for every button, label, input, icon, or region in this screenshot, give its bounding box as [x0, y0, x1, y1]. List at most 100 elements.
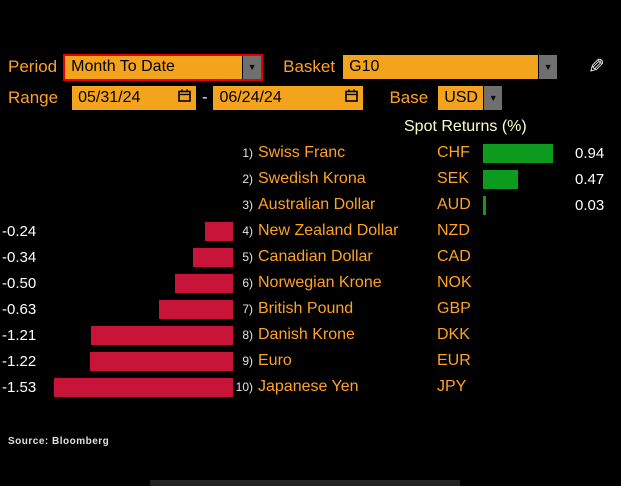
chart-row: 2) Swedish Krona SEK 0.47: [0, 166, 621, 192]
negative-bar: [90, 351, 233, 371]
bottom-edge-bar: [150, 480, 460, 486]
currency-name: Swiss Franc: [258, 144, 346, 161]
currency-name: Norwegian Krone: [258, 274, 382, 291]
chart-row: -0.63 7) British Pound GBP: [0, 296, 621, 322]
chart-title: Spot Returns (%): [404, 118, 527, 135]
positive-bar: [483, 143, 553, 163]
currency-name: Canadian Dollar: [258, 248, 373, 265]
chart-row: -0.34 5) Canadian Dollar CAD: [0, 244, 621, 270]
positive-bar-area: [483, 195, 575, 215]
currency-name: New Zealand Dollar: [258, 222, 399, 239]
currency-name-cell: 2) Swedish Krona: [233, 170, 437, 188]
negative-bar: [204, 221, 233, 241]
currency-name-cell: 5) Canadian Dollar: [233, 248, 437, 266]
row-number: 5): [242, 250, 253, 264]
chevron-down-icon[interactable]: ▼: [538, 55, 558, 79]
currency-name-cell: 7) British Pound: [233, 300, 437, 318]
negative-value-label: -0.34: [2, 248, 37, 266]
toolbar-row-2: Range 05/31/24 - 06/24/24: [0, 86, 621, 110]
chart-row: -1.22 9) Euro EUR: [0, 348, 621, 374]
currency-name: British Pound: [258, 300, 354, 317]
positive-bar-area: [483, 143, 575, 163]
basket-dropdown[interactable]: G10 ▼: [343, 55, 558, 79]
currency-name: Danish Krone: [258, 326, 355, 343]
chart-row: -0.50 6) Norwegian Krone NOK: [0, 270, 621, 296]
currency-name-cell: 6) Norwegian Krone: [233, 274, 437, 292]
base-value: USD: [444, 89, 478, 106]
negative-bar-area: [46, 221, 233, 241]
negative-bar: [193, 247, 233, 267]
currency-name-cell: 1) Swiss Franc: [233, 144, 437, 162]
currency-code: NOK: [437, 274, 472, 291]
positive-value-label: 0.03: [575, 196, 605, 214]
positive-bar: [483, 169, 518, 189]
negative-bar: [54, 377, 233, 397]
chevron-down-icon[interactable]: ▼: [483, 86, 503, 110]
negative-value-label: -1.53: [2, 378, 37, 396]
currency-code: DKK: [437, 326, 470, 343]
currency-code: EUR: [437, 352, 471, 369]
negative-value-label: -0.63: [2, 300, 37, 318]
currency-code: NZD: [437, 222, 470, 239]
basket-value: G10: [349, 58, 380, 75]
negative-bar-area: [46, 325, 233, 345]
row-number: 2): [242, 172, 253, 186]
row-number: 10): [235, 380, 253, 394]
chart-row: -1.21 8) Danish Krone DKK: [0, 322, 621, 348]
period-dropdown[interactable]: Month To Date ▼: [63, 53, 264, 81]
currency-name-cell: 10) Japanese Yen: [233, 378, 437, 396]
range-end-value: 06/24/24: [219, 89, 282, 106]
row-number: 8): [242, 328, 253, 342]
toolbar-row-1: Period Month To Date ▼ Basket G10 ▼ ✎: [0, 52, 621, 82]
currency-code: CHF: [437, 144, 470, 161]
currency-name: Australian Dollar: [258, 196, 376, 213]
edit-pencil-icon[interactable]: ✎: [588, 56, 605, 78]
row-number: 3): [242, 198, 253, 212]
range-start-input[interactable]: 05/31/24: [72, 86, 197, 110]
negative-bar-area: [46, 299, 233, 319]
positive-value-label: 0.47: [575, 170, 605, 188]
period-value: Month To Date: [71, 58, 175, 75]
currency-name: Swedish Krona: [258, 170, 366, 187]
negative-bar-area: [46, 377, 233, 397]
currency-name-cell: 8) Danish Krone: [233, 326, 437, 344]
currency-code: GBP: [437, 300, 471, 317]
calendar-icon[interactable]: [178, 89, 191, 107]
currency-name-cell: 3) Australian Dollar: [233, 196, 437, 214]
range-separator: -: [202, 89, 208, 106]
negative-bar: [174, 273, 233, 293]
chart-row: -0.24 4) New Zealand Dollar NZD: [0, 218, 621, 244]
currency-name: Japanese Yen: [258, 378, 359, 395]
negative-bar: [159, 299, 233, 319]
chevron-down-icon[interactable]: ▼: [242, 55, 262, 79]
currency-name-cell: 9) Euro: [233, 352, 437, 370]
source-text: Source: Bloomberg: [8, 436, 110, 447]
negative-bar-area: [46, 351, 233, 371]
period-label: Period: [8, 57, 58, 76]
negative-value-label: -0.24: [2, 222, 37, 240]
range-label: Range: [8, 88, 59, 107]
chart-rows: 1) Swiss Franc CHF 0.94 2) Swedish Krona SEK 0.…: [0, 140, 621, 400]
row-number: 4): [242, 224, 253, 238]
chart-row: -1.53 10) Japanese Yen JPY: [0, 374, 621, 400]
range-start-value: 05/31/24: [78, 89, 141, 106]
negative-bar-area: [46, 247, 233, 267]
calendar-icon[interactable]: [345, 89, 359, 107]
currency-name: Euro: [258, 352, 292, 369]
range-end-input[interactable]: 06/24/24: [213, 86, 364, 110]
row-number: 9): [242, 354, 253, 368]
negative-bar-area: [46, 273, 233, 293]
negative-value-label: -1.21: [2, 326, 37, 344]
positive-bar-area: [483, 169, 575, 189]
negative-value-label: -0.50: [2, 274, 37, 292]
row-number: 1): [242, 146, 253, 160]
basket-label: Basket: [283, 57, 336, 76]
currency-name-cell: 4) New Zealand Dollar: [233, 222, 437, 240]
currency-code: CAD: [437, 248, 471, 265]
negative-bar: [91, 325, 233, 345]
positive-value-label: 0.94: [575, 144, 605, 162]
negative-value-label: -1.22: [2, 352, 37, 370]
base-dropdown[interactable]: USD ▼: [438, 86, 503, 110]
base-label: Base: [389, 88, 429, 107]
